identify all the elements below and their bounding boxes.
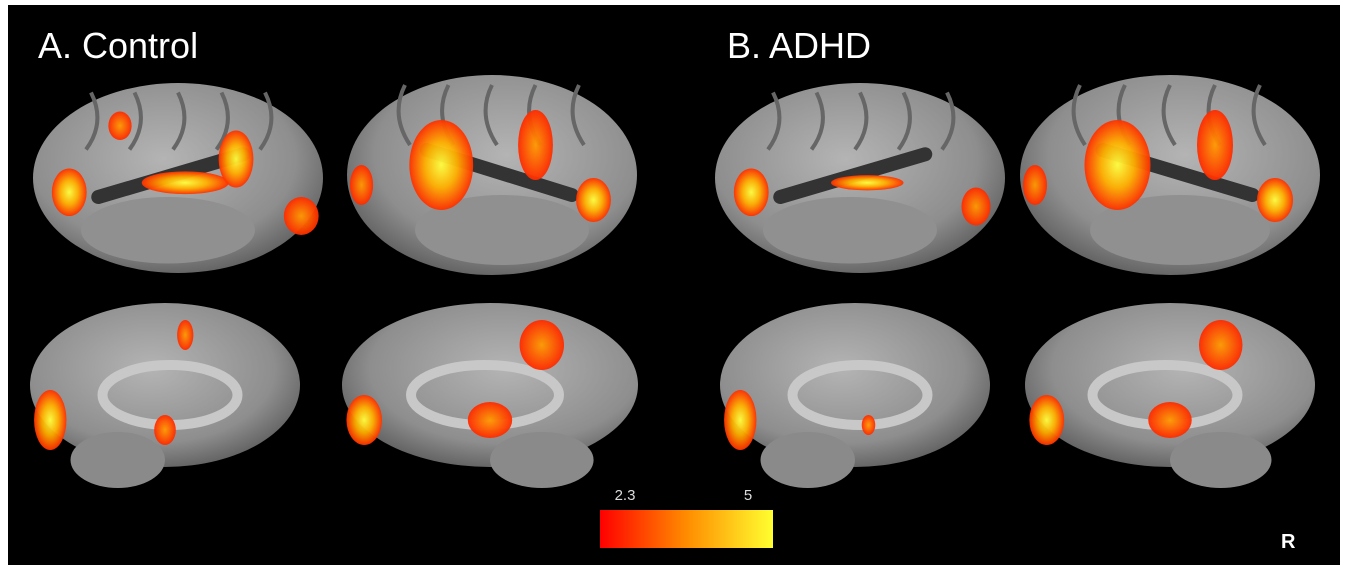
activation: [218, 130, 254, 188]
colorbar-tick-label: 2.3: [615, 487, 636, 504]
activation: [519, 320, 564, 370]
activation: [154, 415, 176, 445]
cerebellum: [70, 432, 165, 488]
activation: [518, 110, 553, 180]
temporal-lobe: [81, 197, 255, 264]
lateral-view: [33, 83, 323, 273]
activation: [349, 165, 374, 205]
activation: [283, 197, 319, 235]
cortex: [720, 303, 990, 467]
activation: [733, 168, 769, 216]
temporal-lobe: [763, 197, 937, 264]
colorbar: [600, 510, 773, 548]
sulcus: [84, 91, 100, 151]
sulcus: [171, 91, 187, 151]
sulcus: [809, 91, 825, 151]
sulcus: [766, 91, 782, 151]
temporal-lobe: [415, 195, 589, 265]
activation: [467, 402, 513, 438]
activation: [831, 175, 904, 191]
brain-views: [30, 75, 1320, 488]
activation: [961, 187, 991, 226]
sulcus: [127, 91, 143, 151]
activation: [51, 168, 87, 216]
sulcus: [1071, 84, 1087, 147]
colorbar-ticks: 2.3 5: [615, 487, 753, 504]
activation: [409, 120, 474, 210]
activation: [861, 415, 876, 435]
colorbar-tick-label: 5: [744, 487, 752, 504]
sulcus: [1161, 84, 1177, 147]
sulcus: [570, 84, 586, 147]
sulcus: [896, 91, 912, 151]
sulcus: [483, 84, 499, 147]
activation: [34, 390, 67, 450]
medial-view: [342, 303, 638, 488]
sulcus: [214, 91, 230, 151]
activation: [576, 178, 611, 222]
medial-view: [1025, 303, 1315, 488]
sylvian-fissure: [773, 147, 933, 204]
activation: [108, 111, 132, 140]
activation: [724, 390, 757, 450]
sulcus: [258, 91, 274, 151]
activation: [346, 395, 382, 445]
panel-label: B. ADHD: [727, 25, 871, 66]
cortex: [1025, 303, 1315, 467]
activation: [1197, 110, 1233, 180]
panel-label: A. Control: [38, 25, 198, 66]
cortex: [30, 303, 300, 467]
activation: [1029, 395, 1065, 445]
lateral-view: [347, 75, 637, 275]
medial-view: [30, 303, 300, 488]
activation: [141, 171, 229, 195]
activation: [177, 320, 194, 350]
medial-view: [720, 303, 990, 488]
activation: [1257, 178, 1293, 222]
activation: [1023, 165, 1047, 205]
cerebellum: [760, 432, 855, 488]
hemisphere-label: R: [1281, 531, 1296, 553]
activation: [1199, 320, 1243, 370]
sulcus: [940, 91, 956, 151]
lateral-view: [715, 83, 1005, 273]
sulcus: [853, 91, 869, 151]
cerebellum: [490, 432, 594, 488]
cortex: [342, 303, 638, 467]
cerebellum: [1170, 432, 1272, 488]
sulcus: [1251, 84, 1267, 147]
lateral-view: [1020, 75, 1320, 275]
temporal-lobe: [1090, 195, 1270, 265]
sulcus: [396, 84, 412, 147]
activation: [1148, 402, 1192, 438]
corpus-callosum: [787, 360, 933, 430]
activation: [1084, 120, 1151, 210]
